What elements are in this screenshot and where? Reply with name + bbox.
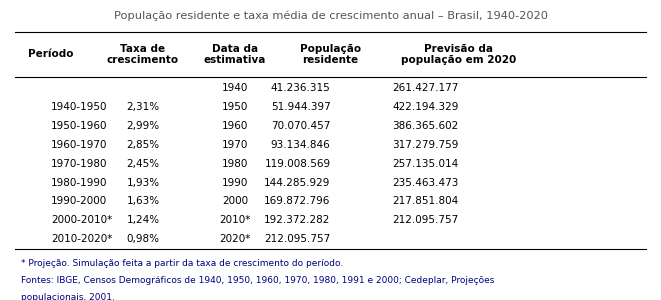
Text: 51.944.397: 51.944.397 — [271, 102, 330, 112]
Text: 212.095.757: 212.095.757 — [264, 234, 330, 244]
Text: 386.365.602: 386.365.602 — [393, 121, 459, 131]
Text: 1980-1990: 1980-1990 — [51, 178, 107, 188]
Text: População
residente: População residente — [300, 44, 361, 65]
Text: 235.463.473: 235.463.473 — [393, 178, 459, 188]
Text: Fontes: IBGE, Censos Demográficos de 1940, 1950, 1960, 1970, 1980, 1991 e 2000; : Fontes: IBGE, Censos Demográficos de 194… — [21, 276, 494, 285]
Text: 192.372.282: 192.372.282 — [264, 215, 330, 225]
Text: 2010*: 2010* — [219, 215, 251, 225]
Text: 0,98%: 0,98% — [126, 234, 159, 244]
Text: População residente e taxa média de crescimento anual – Brasil, 1940-2020: População residente e taxa média de cres… — [114, 11, 547, 21]
Text: 1,93%: 1,93% — [126, 178, 159, 188]
Text: 119.008.569: 119.008.569 — [264, 159, 330, 169]
Text: 1950: 1950 — [222, 102, 249, 112]
Text: 2,99%: 2,99% — [126, 121, 159, 131]
Text: 1,24%: 1,24% — [126, 215, 159, 225]
Text: 70.070.457: 70.070.457 — [271, 121, 330, 131]
Text: 2,31%: 2,31% — [126, 102, 159, 112]
Text: 2,45%: 2,45% — [126, 159, 159, 169]
Text: 1970: 1970 — [222, 140, 249, 150]
Text: 1950-1960: 1950-1960 — [51, 121, 107, 131]
Text: populacionais, 2001.: populacionais, 2001. — [21, 293, 115, 300]
Text: 2010-2020*: 2010-2020* — [51, 234, 112, 244]
Text: 1940: 1940 — [222, 83, 249, 93]
Text: 422.194.329: 422.194.329 — [393, 102, 459, 112]
Text: 93.134.846: 93.134.846 — [271, 140, 330, 150]
Text: 2020*: 2020* — [219, 234, 251, 244]
Text: 2000-2010*: 2000-2010* — [51, 215, 112, 225]
Text: 317.279.759: 317.279.759 — [393, 140, 459, 150]
Text: Previsão da
população em 2020: Previsão da população em 2020 — [401, 44, 516, 65]
Text: 1980: 1980 — [222, 159, 249, 169]
Text: 2,85%: 2,85% — [126, 140, 159, 150]
Text: 257.135.014: 257.135.014 — [393, 159, 459, 169]
Text: * Projeção. Simulação feita a partir da taxa de crescimento do período.: * Projeção. Simulação feita a partir da … — [21, 259, 343, 268]
Text: Período: Período — [28, 50, 73, 59]
Text: Taxa de
crescimento: Taxa de crescimento — [107, 44, 179, 65]
Text: 1,63%: 1,63% — [126, 196, 159, 206]
Text: Data da
estimativa: Data da estimativa — [204, 44, 266, 65]
Text: 1960-1970: 1960-1970 — [51, 140, 107, 150]
Text: 1990-2000: 1990-2000 — [51, 196, 107, 206]
Text: 261.427.177: 261.427.177 — [393, 83, 459, 93]
Text: 1940-1950: 1940-1950 — [51, 102, 107, 112]
Text: 217.851.804: 217.851.804 — [393, 196, 459, 206]
Text: 2000: 2000 — [222, 196, 248, 206]
Text: 212.095.757: 212.095.757 — [393, 215, 459, 225]
Text: 1960: 1960 — [222, 121, 249, 131]
Text: 144.285.929: 144.285.929 — [264, 178, 330, 188]
Text: 169.872.796: 169.872.796 — [264, 196, 330, 206]
Text: 1990: 1990 — [222, 178, 249, 188]
Text: 41.236.315: 41.236.315 — [271, 83, 330, 93]
Text: 1970-1980: 1970-1980 — [51, 159, 107, 169]
